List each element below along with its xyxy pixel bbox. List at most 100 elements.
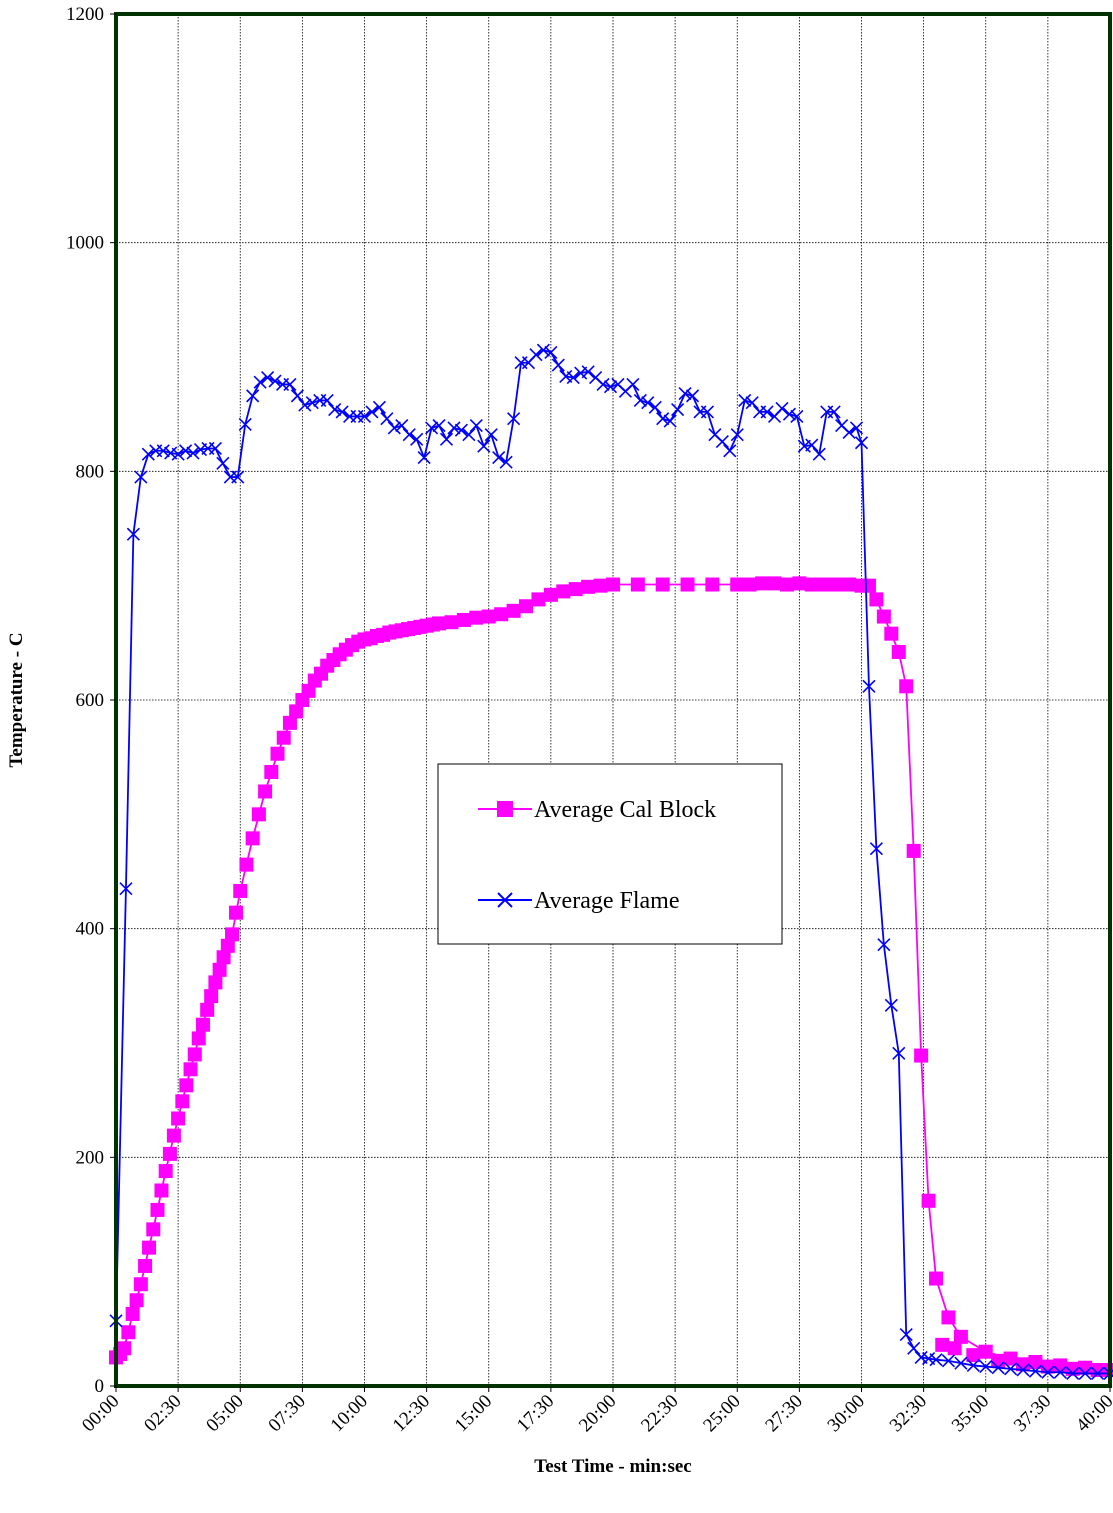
data-point-square [233, 883, 248, 898]
data-point-square [456, 612, 471, 627]
data-point-square [413, 619, 428, 634]
data-point-square [175, 1094, 190, 1109]
data-point-square [568, 582, 583, 597]
data-point-square [941, 1310, 956, 1325]
data-point-square [229, 905, 244, 920]
data-point-square [966, 1348, 981, 1363]
data-point-x [1091, 1366, 1105, 1380]
data-point-square [150, 1202, 165, 1217]
data-point-x [246, 389, 260, 403]
data-point-square [869, 592, 884, 607]
data-point-x [119, 882, 133, 896]
data-point-square [804, 577, 819, 592]
data-point-x [566, 371, 580, 385]
data-point-square [680, 577, 695, 592]
data-point-x [1053, 1365, 1067, 1379]
data-point-x [685, 389, 700, 403]
data-point-square [606, 577, 620, 592]
data-point-x [869, 842, 883, 856]
data-point-square [884, 626, 899, 641]
data-point-square [220, 938, 235, 953]
data-point-square [276, 730, 291, 745]
data-point-square [158, 1164, 173, 1179]
data-point-square [183, 1062, 198, 1077]
data-point-x [745, 396, 759, 410]
data-point-square [142, 1240, 157, 1255]
data-point-square [245, 831, 260, 846]
data-point-square [481, 609, 496, 624]
data-point-x [551, 358, 565, 372]
data-point-x [1028, 1364, 1043, 1378]
data-point-square [755, 576, 770, 591]
y-axis-title: Temperature - C [6, 632, 27, 767]
data-point-square [187, 1047, 202, 1062]
data-point-square [282, 715, 297, 730]
data-point-square [705, 577, 720, 592]
data-point-square [506, 603, 521, 618]
data-point-x [730, 428, 744, 442]
data-point-x [884, 998, 898, 1012]
y-tick-label: 1000 [66, 233, 104, 254]
data-point-square [953, 1329, 968, 1344]
data-point-x [775, 401, 789, 416]
data-point-x [417, 451, 431, 465]
data-point-x [603, 380, 618, 394]
legend-marker-square [497, 801, 513, 817]
data-point-x [979, 1359, 993, 1374]
data-point-square [425, 617, 440, 632]
data-point-square [400, 622, 415, 637]
data-point-square [935, 1337, 950, 1352]
data-point-x [387, 421, 401, 435]
data-point-square [1028, 1354, 1043, 1369]
data-point-x [907, 1341, 921, 1355]
data-point-x [484, 428, 498, 442]
data-point-x [648, 400, 662, 414]
data-point-square [171, 1111, 186, 1126]
y-tick-label: 1200 [66, 4, 104, 25]
data-point-x [186, 446, 200, 460]
data-point-x [231, 470, 245, 484]
data-point-square [914, 1048, 929, 1063]
data-point-x [290, 389, 304, 403]
legend-marker-x [497, 892, 513, 908]
data-point-x [454, 423, 468, 437]
data-point-square [208, 975, 223, 990]
data-point-x [425, 421, 439, 435]
data-point-x [372, 400, 386, 414]
data-point-x [536, 343, 550, 357]
legend-label-flame: Average Flame [534, 888, 680, 914]
data-point-x [253, 375, 267, 389]
data-point-x [477, 439, 491, 453]
legend-label-cal-block: Average Cal Block [534, 797, 716, 823]
data-point-x [1041, 1365, 1055, 1379]
data-point-x [991, 1361, 1005, 1375]
data-point-square [767, 576, 782, 591]
data-point-square [593, 578, 608, 593]
data-point-x [395, 419, 409, 433]
data-point-square [212, 962, 227, 977]
data-point-x [320, 393, 334, 408]
data-point-x [499, 455, 513, 469]
data-point-square [129, 1293, 144, 1308]
data-point-x [941, 1354, 956, 1368]
data-point-x [892, 1046, 906, 1060]
data-point-square [388, 624, 403, 639]
data-point-x [447, 421, 461, 435]
legend: Average Cal Block Average Flame [437, 763, 783, 945]
data-point-square [338, 642, 353, 657]
data-point-x [954, 1356, 968, 1370]
data-point-x [849, 421, 864, 435]
data-point-square [1016, 1357, 1031, 1372]
data-point-square [121, 1325, 136, 1340]
y-tick-label: 200 [76, 1147, 105, 1168]
data-point-x [298, 398, 312, 412]
data-point-square [531, 592, 546, 607]
data-point-x [663, 414, 677, 428]
data-point-x [671, 403, 685, 417]
data-point-x [134, 470, 148, 484]
data-point-square [444, 615, 459, 630]
data-point-x [141, 447, 155, 461]
data-point-square [742, 577, 757, 592]
data-point-x [966, 1358, 980, 1372]
